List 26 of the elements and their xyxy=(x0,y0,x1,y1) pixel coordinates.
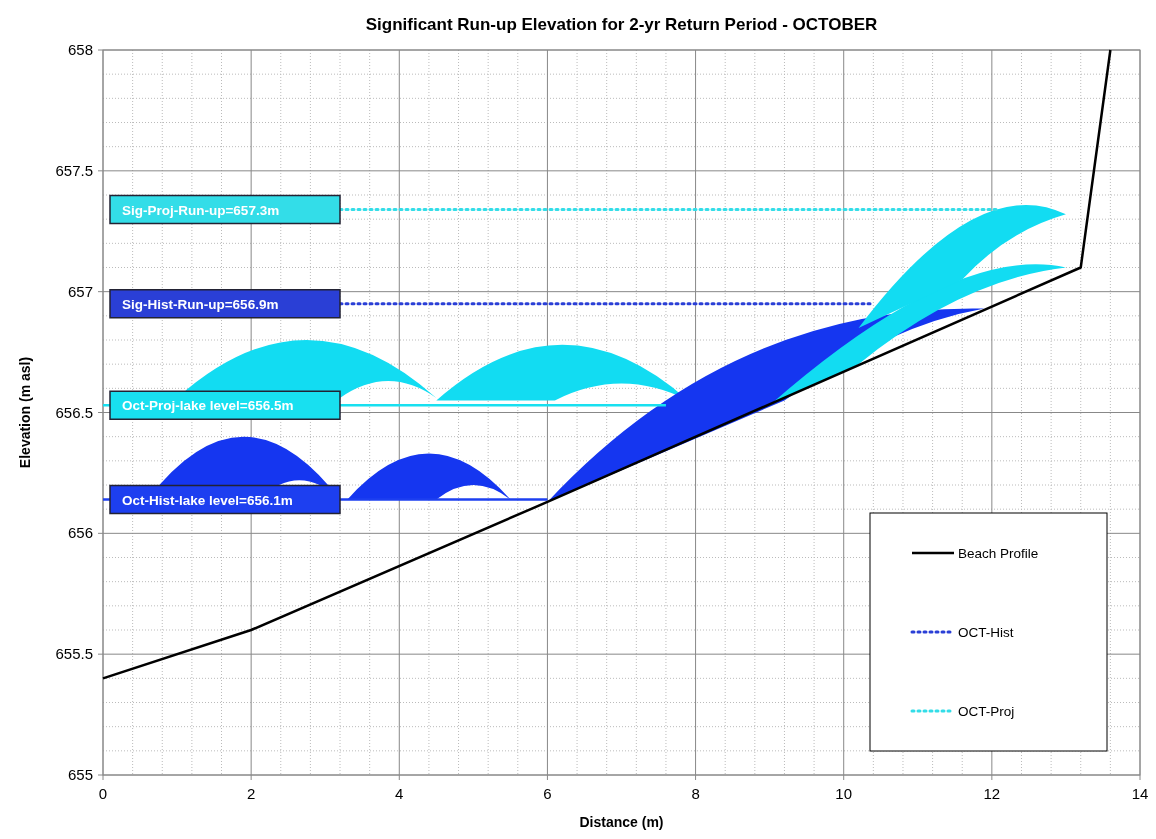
legend-label: OCT-Hist xyxy=(958,625,1014,640)
y-tick-label: 657.5 xyxy=(55,161,93,179)
y-tick-label: 656 xyxy=(67,524,93,542)
x-tick-label: 4 xyxy=(395,785,404,802)
y-tick-label: 657 xyxy=(67,282,93,300)
annotation: Oct-Hist-lake level=656.1m xyxy=(122,492,293,508)
x-tick-label: 6 xyxy=(543,785,552,802)
line-series xyxy=(101,48,1112,680)
x-tick-label: 10 xyxy=(835,785,853,802)
legend-label: OCT-Proj xyxy=(958,704,1015,719)
x-tick-label: 12 xyxy=(983,785,1001,802)
annotation: Sig-Proj-Run-up=657.3m xyxy=(122,202,280,218)
y-tick-label: 655 xyxy=(67,766,93,783)
y-tick-label: 658 xyxy=(67,41,93,58)
chart-title: Significant Run-up Elevation for 2-yr Return Period - OCTOBER xyxy=(365,15,878,34)
x-axis-title: Distance (m) xyxy=(579,814,664,830)
annotation: Oct-Proj-lake level=656.5m xyxy=(122,398,294,414)
x-tick-label: 8 xyxy=(691,785,700,802)
x-tick-label: 14 xyxy=(1131,785,1149,802)
y-axis-title: Elevation (m asl) xyxy=(17,356,33,469)
y-tick-label: 656.5 xyxy=(55,403,93,421)
annotation: Sig-Hist-Run-up=656.9m xyxy=(122,296,279,312)
x-tick-label: 0 xyxy=(98,785,108,802)
y-tick-label: 655.5 xyxy=(55,645,93,663)
legend-label: Beach Profile xyxy=(958,546,1039,561)
x-tick-label: 2 xyxy=(246,785,256,802)
